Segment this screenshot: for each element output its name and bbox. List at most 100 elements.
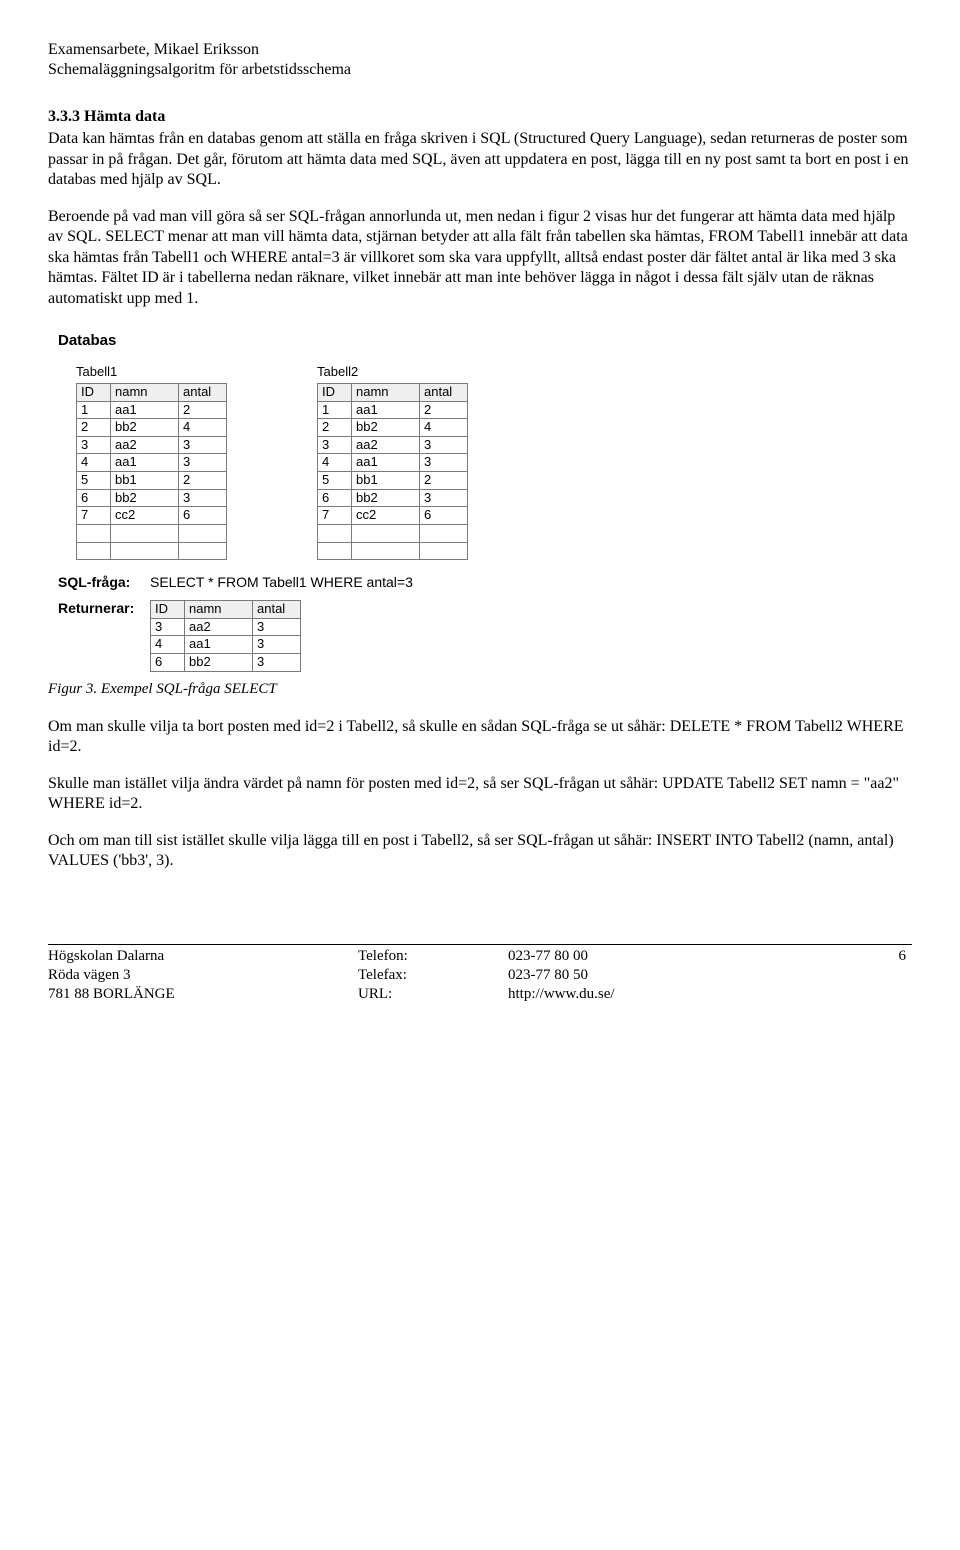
table-row: 4aa13 bbox=[318, 454, 468, 472]
table-row: 6bb23 bbox=[77, 489, 227, 507]
table-cell: bb1 bbox=[111, 472, 179, 490]
header-line-2: Schemaläggningsalgoritm för arbetstidssc… bbox=[48, 60, 912, 80]
table-cell bbox=[318, 524, 352, 542]
footer-col-labels: Telefon: Telefax: URL: bbox=[358, 947, 508, 1005]
table-cell: 6 bbox=[420, 507, 468, 525]
table-header-cell: namn bbox=[352, 383, 420, 401]
table-cell: 6 bbox=[179, 507, 227, 525]
sql-fraga-label: SQL-fråga: bbox=[58, 574, 150, 592]
paragraph-2: Beroende på vad man vill göra så ser SQL… bbox=[48, 207, 912, 309]
table-cell: 3 bbox=[420, 454, 468, 472]
table-cell bbox=[352, 524, 420, 542]
table-row: 2bb24 bbox=[318, 419, 468, 437]
table-cell bbox=[318, 542, 352, 560]
table-row: 5bb12 bbox=[318, 472, 468, 490]
table-cell bbox=[420, 524, 468, 542]
footer-addr2: 781 88 BORLÄNGE bbox=[48, 985, 358, 1004]
table-cell: cc2 bbox=[352, 507, 420, 525]
table-cell bbox=[111, 542, 179, 560]
footer-url-label: URL: bbox=[358, 985, 508, 1004]
footer-fax: 023-77 80 50 bbox=[508, 966, 808, 985]
footer-tel-label: Telefon: bbox=[358, 947, 508, 966]
table-row: 1aa12 bbox=[77, 401, 227, 419]
header-line-1: Examensarbete, Mikael Eriksson bbox=[48, 40, 912, 60]
table-cell: aa2 bbox=[352, 436, 420, 454]
table-cell: 5 bbox=[77, 472, 111, 490]
table-cell: 3 bbox=[179, 489, 227, 507]
table-row: 5bb12 bbox=[77, 472, 227, 490]
page-number: 6 bbox=[899, 947, 913, 1005]
table-cell: 2 bbox=[77, 419, 111, 437]
table-cell: 3 bbox=[179, 454, 227, 472]
table-cell: 3 bbox=[253, 654, 301, 672]
table-cell: 4 bbox=[77, 454, 111, 472]
table-cell: aa1 bbox=[111, 401, 179, 419]
footer-org: Högskolan Dalarna bbox=[48, 947, 358, 966]
after-p2: Skulle man istället vilja ändra värdet p… bbox=[48, 774, 912, 815]
returnerar-label: Returnerar: bbox=[58, 600, 150, 618]
table-cell: aa1 bbox=[352, 401, 420, 419]
table-cell: aa1 bbox=[111, 454, 179, 472]
table-cell bbox=[179, 542, 227, 560]
table-header-cell: antal bbox=[253, 601, 301, 619]
tabell1-block: Tabell1 IDnamnantal1aa122bb243aa234aa135… bbox=[76, 364, 227, 560]
tabell1-table: IDnamnantal1aa122bb243aa234aa135bb126bb2… bbox=[76, 383, 227, 560]
table-cell: 7 bbox=[318, 507, 352, 525]
footer-url: http://www.du.se/ bbox=[508, 985, 808, 1004]
table-row: 1aa12 bbox=[318, 401, 468, 419]
table-cell: 4 bbox=[151, 636, 185, 654]
table-cell bbox=[352, 542, 420, 560]
table-cell: bb2 bbox=[352, 419, 420, 437]
table-row-empty bbox=[318, 542, 468, 560]
table-header-cell: namn bbox=[185, 601, 253, 619]
document-header: Examensarbete, Mikael Eriksson Schemaläg… bbox=[48, 40, 912, 81]
table-cell: cc2 bbox=[111, 507, 179, 525]
table-cell: 6 bbox=[77, 489, 111, 507]
table-row-empty bbox=[77, 542, 227, 560]
table-cell: 4 bbox=[420, 419, 468, 437]
after-p3: Och om man till sist istället skulle vil… bbox=[48, 831, 912, 872]
table-cell: 3 bbox=[420, 489, 468, 507]
table-cell: 3 bbox=[77, 436, 111, 454]
figure-caption: Figur 3. Exempel SQL-fråga SELECT bbox=[48, 680, 912, 699]
tabell2-block: Tabell2 IDnamnantal1aa122bb243aa234aa135… bbox=[317, 364, 468, 560]
section: 3.3.3 Hämta data Data kan hämtas från en… bbox=[48, 107, 912, 309]
table-cell: aa2 bbox=[111, 436, 179, 454]
sql-fraga-line: SQL-fråga: SELECT * FROM Tabell1 WHERE a… bbox=[58, 574, 912, 592]
table-cell: 5 bbox=[318, 472, 352, 490]
table-cell: aa1 bbox=[352, 454, 420, 472]
table-cell bbox=[111, 524, 179, 542]
table-cell: 3 bbox=[420, 436, 468, 454]
footer-col-values: 023-77 80 00 023-77 80 50 http://www.du.… bbox=[508, 947, 808, 1005]
table-header-cell: ID bbox=[151, 601, 185, 619]
table-cell: 3 bbox=[318, 436, 352, 454]
footer-rule bbox=[48, 944, 912, 945]
table-cell: 1 bbox=[77, 401, 111, 419]
table-cell: 1 bbox=[318, 401, 352, 419]
table-cell bbox=[77, 542, 111, 560]
footer-addr1: Röda vägen 3 bbox=[48, 966, 358, 985]
footer-fax-label: Telefax: bbox=[358, 966, 508, 985]
table-cell: 3 bbox=[253, 636, 301, 654]
returnerar-table: IDnamnantal3aa234aa136bb23 bbox=[150, 600, 301, 672]
table-cell: 4 bbox=[179, 419, 227, 437]
table-header-cell: ID bbox=[77, 383, 111, 401]
returnerar-line: Returnerar: IDnamnantal3aa234aa136bb23 bbox=[58, 600, 912, 672]
section-heading: 3.3.3 Hämta data bbox=[48, 107, 912, 127]
table-row: 3aa23 bbox=[151, 618, 301, 636]
table-cell: bb2 bbox=[111, 419, 179, 437]
table-cell: 3 bbox=[151, 618, 185, 636]
table-row: 4aa13 bbox=[77, 454, 227, 472]
tables-row: Tabell1 IDnamnantal1aa122bb243aa234aa135… bbox=[76, 364, 912, 560]
table-header-cell: antal bbox=[179, 383, 227, 401]
table-cell: 3 bbox=[179, 436, 227, 454]
tabell2-title: Tabell2 bbox=[317, 364, 468, 381]
table-cell: bb1 bbox=[352, 472, 420, 490]
table-cell: bb2 bbox=[111, 489, 179, 507]
table-cell: 2 bbox=[420, 401, 468, 419]
table-row: 6bb23 bbox=[318, 489, 468, 507]
table-header-cell: antal bbox=[420, 383, 468, 401]
table-cell: 7 bbox=[77, 507, 111, 525]
footer-tel: 023-77 80 00 bbox=[508, 947, 808, 966]
paragraph-1: Data kan hämtas från en databas genom at… bbox=[48, 129, 912, 190]
